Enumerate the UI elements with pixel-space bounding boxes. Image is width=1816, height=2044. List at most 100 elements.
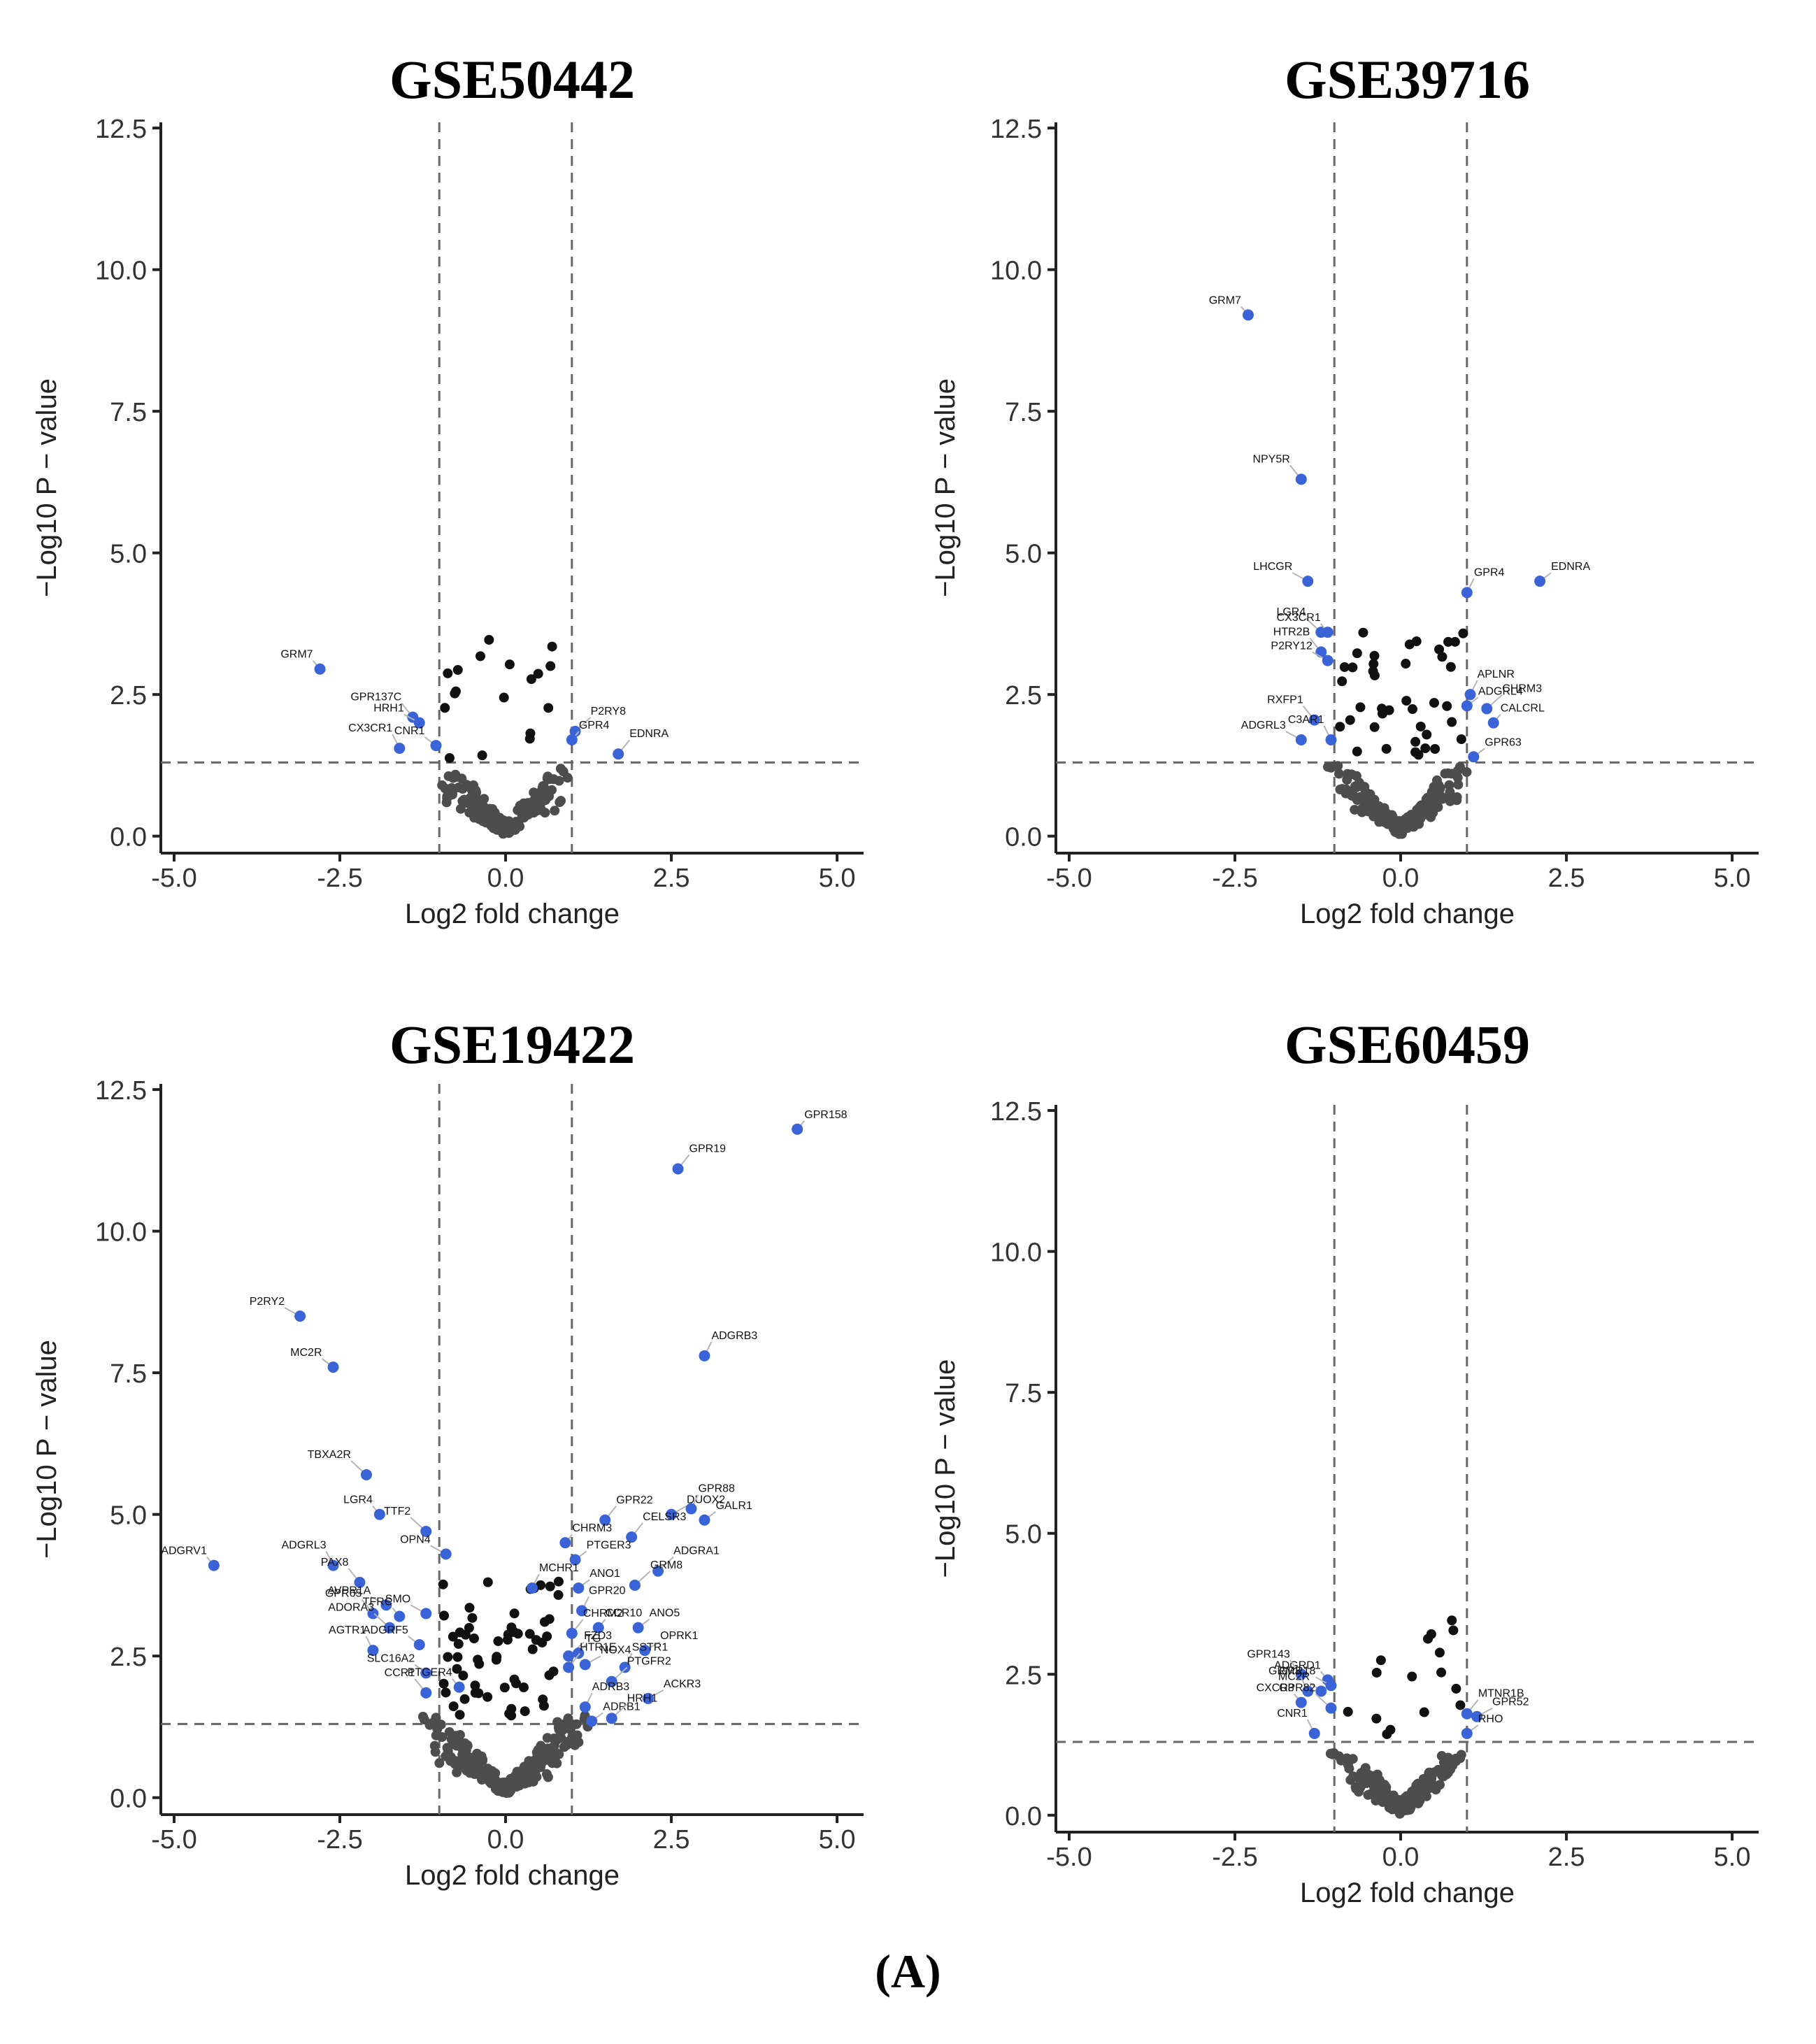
point-ns <box>527 1758 537 1768</box>
point-ns <box>434 1758 445 1768</box>
point-ns <box>1421 1791 1431 1801</box>
point-significant <box>1468 751 1480 763</box>
point-label: GPR82 <box>1279 1682 1316 1694</box>
point-mid <box>477 750 487 761</box>
point-significant <box>394 1610 406 1622</box>
point-significant <box>1295 734 1307 745</box>
point-label: MCHR1 <box>539 1562 579 1574</box>
point-mid <box>1381 743 1392 754</box>
point-mid <box>1339 662 1350 672</box>
point-ns <box>1461 767 1472 778</box>
point-label: MC2R <box>290 1347 322 1359</box>
point-label: GPR143 <box>1247 1648 1289 1660</box>
point-significant <box>1471 1710 1483 1722</box>
y-tick-label: 12.5 <box>990 1097 1042 1127</box>
point-label: AVPR1A <box>327 1585 371 1596</box>
point-mid <box>469 1634 479 1644</box>
point-mid <box>499 692 509 703</box>
point-label: PAX8 <box>321 1557 349 1568</box>
point-mid <box>1410 736 1421 747</box>
point-label: CXCR3 <box>1257 1682 1294 1694</box>
x-tick-label: 2.5 <box>653 1825 690 1854</box>
point-label: CCR10 <box>606 1608 643 1620</box>
point-ns <box>555 764 566 774</box>
point-mid <box>526 674 536 685</box>
point-mid <box>1443 636 1454 647</box>
point-ns <box>1341 784 1352 794</box>
y-tick-label: 2.5 <box>1005 1661 1042 1690</box>
point-label: ADORA3 <box>328 1602 374 1614</box>
point-ns <box>1453 780 1464 790</box>
x-tick-label: 5.0 <box>819 1825 856 1854</box>
point-label: CHRM3 <box>1502 682 1542 694</box>
chart-title: GSE60459 <box>1285 1014 1530 1075</box>
point-significant <box>373 1508 385 1520</box>
point-ns <box>1405 813 1415 823</box>
x-tick-label: 0.0 <box>487 1825 524 1854</box>
point-ns <box>1427 792 1438 802</box>
point-ns <box>546 785 557 795</box>
chart-title: GSE50442 <box>389 49 635 110</box>
point-ns <box>1424 1768 1434 1778</box>
point-ns <box>559 1742 569 1752</box>
x-tick-label: 0.0 <box>487 864 524 893</box>
x-tick-label: 5.0 <box>1714 864 1751 893</box>
point-mid <box>474 1659 485 1669</box>
point-significant <box>1325 734 1337 745</box>
x-tick-label: -5.0 <box>1046 1843 1092 1872</box>
point-significant <box>526 1582 538 1594</box>
point-significant <box>1322 627 1334 638</box>
point-mid <box>1445 662 1456 672</box>
point-mid <box>453 1638 464 1649</box>
point-ns <box>1413 1778 1423 1789</box>
y-tick-label: 7.5 <box>1005 1379 1042 1408</box>
point-label: ADGRV1 <box>161 1545 207 1557</box>
point-ns <box>1456 1750 1466 1760</box>
point-ns <box>1342 769 1352 779</box>
point-ns <box>1420 809 1431 820</box>
point-label: GRM3 <box>1268 1665 1301 1677</box>
point-significant <box>613 748 624 760</box>
point-significant <box>566 1627 578 1639</box>
point-mid <box>455 1710 465 1720</box>
point-ns <box>1409 820 1420 831</box>
point-label: CNR1 <box>1277 1708 1308 1720</box>
point-mid <box>502 1634 513 1645</box>
y-tick-label: 2.5 <box>110 1643 147 1672</box>
point-label: GPR65 <box>325 1587 362 1599</box>
point-significant <box>699 1514 710 1526</box>
point-ns <box>1440 769 1450 779</box>
point-ns <box>437 1732 448 1743</box>
point-mid <box>1442 701 1452 711</box>
point-label: GPR63 <box>1485 736 1522 748</box>
point-mid <box>553 1576 564 1587</box>
point-significant <box>440 1548 452 1560</box>
x-tick-label: -5.0 <box>151 864 196 893</box>
point-label: ACKR3 <box>664 1678 701 1690</box>
point-mid <box>1450 636 1460 647</box>
point-label: GPR88 <box>698 1483 735 1495</box>
point-label: PTGER3 <box>587 1539 631 1551</box>
point-significant <box>792 1123 803 1135</box>
point-mid <box>440 703 450 713</box>
point-label: ADRB1 <box>603 1701 640 1713</box>
point-ns <box>462 1740 473 1750</box>
x-tick-label: 0.0 <box>1382 1843 1420 1872</box>
point-mid <box>533 669 543 679</box>
x-tick-label: 0.0 <box>1382 864 1420 893</box>
point-mid <box>1420 743 1431 754</box>
point-mid <box>443 1652 453 1662</box>
point-mid <box>1434 1648 1445 1658</box>
point-label: ADGRF5 <box>363 1624 408 1636</box>
point-significant <box>1315 1685 1327 1697</box>
point-significant <box>354 1576 366 1588</box>
point-ns <box>471 801 482 812</box>
point-label: ADGRD1 <box>1274 1659 1321 1671</box>
point-significant <box>294 1310 306 1322</box>
point-mid <box>1337 676 1347 687</box>
point-ns <box>430 1747 441 1757</box>
point-label: CELSR3 <box>643 1511 686 1523</box>
point-ns <box>1352 795 1362 806</box>
point-mid <box>1458 628 1468 638</box>
point-mid <box>1343 1706 1353 1717</box>
